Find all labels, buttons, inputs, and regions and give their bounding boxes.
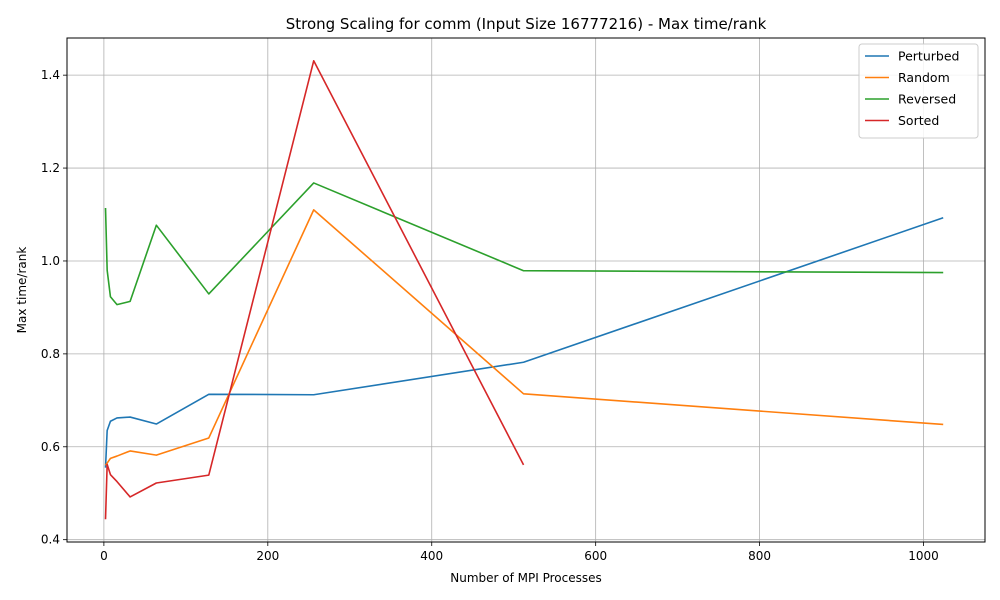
legend-box [858,43,979,139]
y-axis-label: Max time/rank [15,247,29,334]
legend-label-perturbed: Perturbed [898,49,959,64]
series-layer [104,59,944,520]
x-tick-label: 200 [256,549,279,563]
legend-label-sorted: Sorted [898,113,939,128]
legend-label-random: Random [898,70,950,85]
ticks: 0 200 400 600 800 1000 0.4 0.6 0.8 1.0 1.2 1.4 [41,68,939,563]
y-tick-label: 0.4 [41,533,60,547]
legend: Perturbed Random Reversed Sorted [858,43,979,139]
y-tick-label: 1.0 [41,254,60,268]
plot-frame [66,37,986,543]
y-tick-label: 1.2 [41,161,60,175]
series-line-perturbed [104,217,944,468]
x-tick-label: 1000 [908,549,939,563]
x-tick-label: 0 [100,549,108,563]
grid [67,38,985,542]
series-line-reversed [104,182,944,306]
y-tick-label: 0.8 [41,347,60,361]
series-line-random [104,209,944,466]
x-tick-label: 600 [584,549,607,563]
y-tick-label: 1.4 [41,68,60,82]
legend-label-reversed: Reversed [898,92,956,107]
x-tick-label: 800 [748,549,771,563]
x-axis-label: Number of MPI Processes [450,571,602,585]
y-tick-label: 0.6 [41,440,60,454]
series-line-sorted [104,59,525,520]
x-tick-label: 400 [420,549,443,563]
chart-title: Strong Scaling for comm (Input Size 1677… [286,15,767,33]
